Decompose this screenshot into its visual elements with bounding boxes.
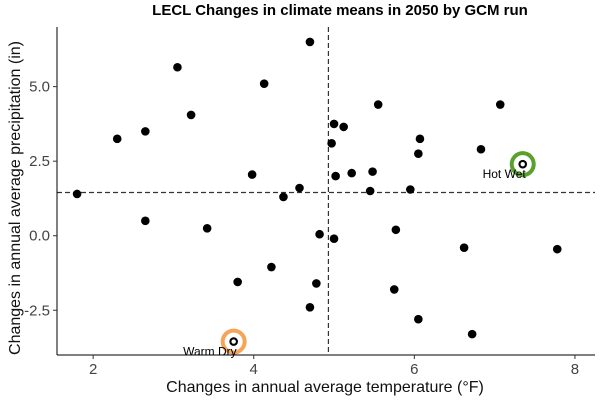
highlight-point-center: [231, 339, 236, 344]
data-point: [329, 119, 339, 129]
highlight-label: Warm Dry: [183, 345, 237, 359]
data-point: [315, 229, 324, 239]
data-point: [259, 79, 269, 88]
data-point: [415, 134, 425, 144]
y-tick-label: 0.0: [29, 228, 50, 245]
data-point: [186, 110, 196, 120]
y-axis-title: Changes in annual average precipitation …: [7, 41, 24, 355]
data-point: [365, 186, 375, 196]
data-point: [476, 144, 486, 154]
x-tick-label: 6: [410, 361, 418, 378]
data-point: [295, 183, 304, 193]
axes: [56, 27, 595, 356]
x-tick-label: 2: [89, 361, 97, 378]
data-point: [72, 189, 82, 199]
data-point: [368, 167, 377, 176]
y-tick-label: 5.0: [29, 79, 50, 96]
highlight-ring: [220, 328, 247, 355]
y-axis-ticks: -2.5 0.0 2.5 5.0: [24, 79, 57, 319]
x-tick-label: 4: [250, 361, 258, 378]
x-axis-title: Changes in annual average temperature (°…: [166, 379, 484, 396]
data-point: [414, 149, 423, 159]
highlight-label: Hot Wet: [483, 167, 527, 181]
data-point: [312, 279, 321, 288]
y-tick-label: 2.5: [29, 153, 50, 170]
highlight-rings: [220, 151, 536, 355]
y-tick-label: -2.5: [24, 302, 50, 319]
data-point: [141, 216, 150, 226]
data-point: [247, 170, 257, 179]
data-point: [329, 234, 339, 244]
data-point: [305, 302, 315, 312]
data-point: [141, 127, 150, 136]
data-point: [373, 100, 383, 109]
data-point: [459, 243, 469, 252]
data-point: [339, 122, 348, 132]
chart-title: LECL Changes in climate means in 2050 by…: [152, 2, 528, 19]
data-point: [173, 62, 182, 72]
highlight-ring: [509, 151, 536, 178]
x-axis-ticks: 2 4 6 8: [89, 355, 579, 378]
data-point: [305, 37, 315, 47]
reference-lines: [57, 27, 595, 355]
data-point: [391, 225, 401, 235]
highlight-point-center: [520, 161, 525, 167]
data-point: [112, 134, 122, 144]
data-point: [331, 171, 340, 181]
data-point: [389, 285, 399, 294]
data-point: [406, 185, 415, 194]
data-point: [202, 223, 212, 233]
data-point: [279, 192, 288, 202]
data-point: [414, 314, 423, 324]
data-points: [72, 37, 562, 346]
data-point: [233, 277, 242, 287]
data-point: [552, 244, 562, 254]
x-tick-label: 8: [571, 361, 579, 378]
data-point: [467, 329, 477, 339]
data-point: [347, 168, 356, 178]
data-point: [495, 100, 505, 109]
data-point: [267, 262, 276, 272]
data-point: [327, 138, 336, 148]
